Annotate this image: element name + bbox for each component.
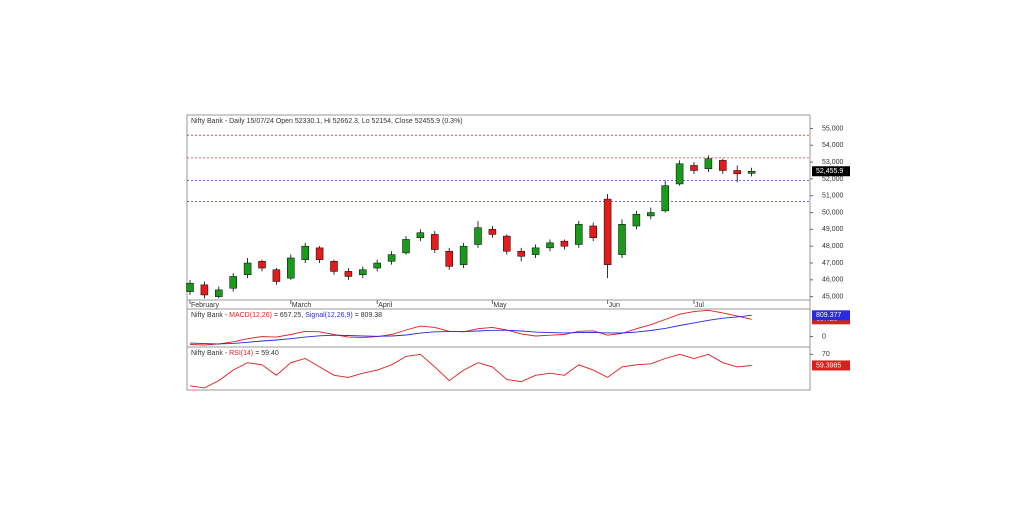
title-part: = 809.38 [353, 312, 382, 319]
candle-body [229, 276, 237, 289]
candle-body [747, 170, 756, 174]
last-value-box [812, 166, 850, 177]
candle-body [315, 247, 324, 260]
x-tick-label: March [292, 302, 312, 309]
x-tick-label: May [493, 302, 507, 309]
chart-title: Nifty Bank - Daily 15/07/24 Open 52330.1… [191, 118, 463, 125]
candle-body [618, 224, 626, 255]
title-part: RSI(14) [229, 350, 253, 357]
candle-body [675, 163, 684, 185]
y-tick-label: 48,000 [822, 243, 844, 250]
x-tick-label: Jul [695, 302, 704, 309]
candle-body [517, 250, 525, 257]
candle-body [474, 227, 482, 245]
candle-body [488, 229, 497, 235]
candle-body [416, 232, 425, 239]
candle-body [243, 262, 252, 276]
candle-body [387, 254, 396, 262]
indicator-line [189, 353, 752, 389]
last-value-box [812, 360, 850, 371]
last-value-label: 52,455.9 [816, 168, 843, 175]
x-tick-label: April [378, 302, 392, 309]
candle-body [373, 262, 381, 269]
candle-body [445, 250, 453, 267]
title-part: Signal(12,26,9) [305, 312, 352, 319]
indicator-line [189, 309, 752, 346]
frame [186, 114, 811, 391]
candle-body [402, 239, 410, 254]
candle-body [330, 261, 338, 272]
x-tick-label: February [191, 302, 220, 309]
last-value-box [812, 310, 850, 321]
candle-body [661, 185, 669, 212]
candle-body [546, 242, 554, 249]
y-tick-label: 52,000 [822, 176, 844, 183]
candle-body [272, 269, 281, 282]
y-tick-label: 70 [822, 351, 830, 358]
y-tick-label: 49,000 [822, 226, 844, 233]
y-tick-label: 47,000 [822, 260, 844, 267]
y-tick-label: 46,000 [822, 277, 844, 284]
candle-body [459, 245, 468, 265]
candle-body [186, 282, 194, 292]
y-tick-label: 45,000 [822, 293, 844, 300]
y-tick-label: 0 [822, 333, 826, 340]
y-tick-label: 54,000 [822, 142, 844, 149]
last-value-label: 809.377 [816, 312, 841, 319]
candle-body [690, 165, 698, 171]
candle-body [560, 240, 569, 247]
title-part: Nifty Bank - [191, 312, 229, 319]
candle-body [647, 212, 655, 217]
y-tick-label: 53,000 [822, 159, 844, 166]
candle-body [719, 160, 727, 171]
title-part: Nifty Bank - [191, 350, 229, 357]
title-part: = 657.25, [272, 312, 305, 319]
candle-body [258, 261, 266, 269]
candle-body [503, 235, 511, 252]
candle-body [200, 284, 209, 296]
candle-body [733, 170, 741, 175]
candle-body [215, 289, 223, 297]
x-tick-label: Jun [609, 302, 620, 309]
candle-body [575, 224, 583, 245]
candle-body [589, 225, 597, 239]
title-part: MACD(12,26) [229, 312, 272, 319]
candle-body [301, 245, 309, 260]
candle-body [603, 198, 612, 265]
candle-body [287, 257, 295, 279]
y-tick-label: 55,000 [822, 125, 844, 132]
panel-title: Nifty Bank - RSI(14) = 59.40 [191, 350, 279, 357]
indicator-line [189, 314, 752, 345]
title-part: = 59.40 [253, 350, 279, 357]
y-tick-label: 51,000 [822, 193, 844, 200]
candle-body [704, 158, 713, 170]
candle-body [359, 269, 367, 276]
candle-body [632, 213, 641, 227]
candle-body [531, 247, 540, 255]
y-tick-label: 50,000 [822, 209, 844, 216]
candle-body [431, 234, 439, 250]
last-value-label: 59.3985 [816, 362, 841, 369]
candle-body [344, 271, 353, 277]
panel-title: Nifty Bank - MACD(12,26) = 657.25, Signa… [191, 312, 382, 319]
